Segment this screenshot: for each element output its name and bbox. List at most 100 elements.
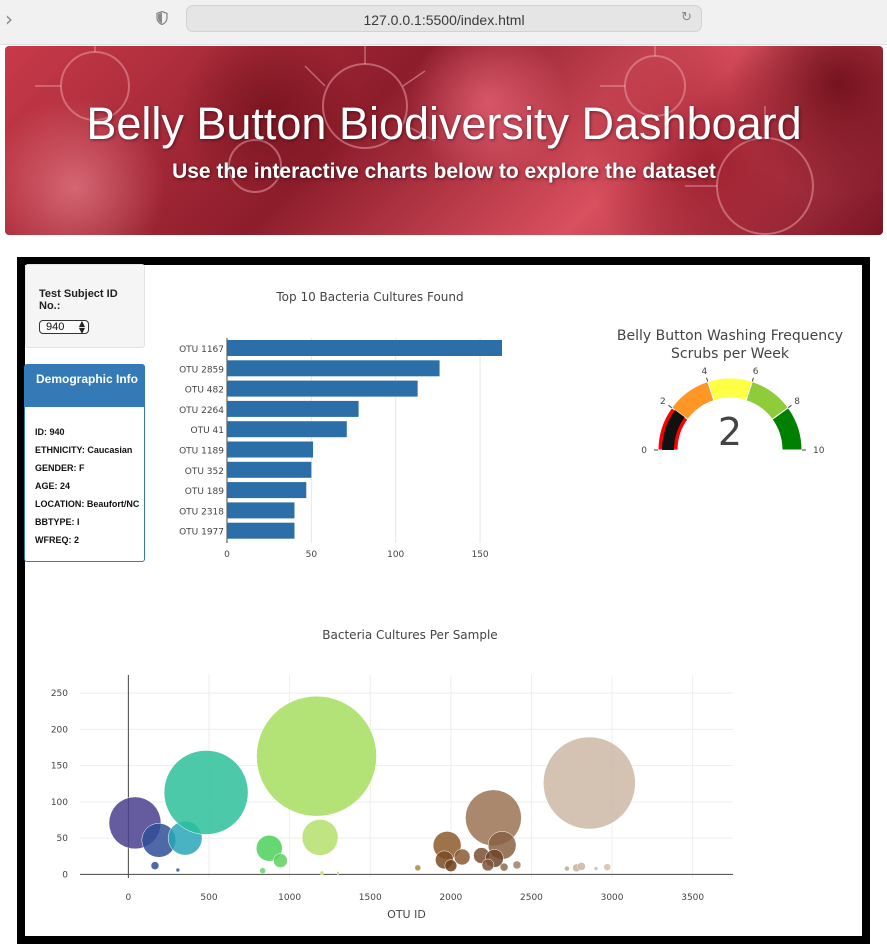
- bubble-x-tick-label: 500: [200, 893, 217, 903]
- reload-icon[interactable]: ↻: [681, 10, 692, 25]
- bubble-x-tick-label: 3000: [601, 893, 624, 903]
- bubble-point[interactable]: [273, 853, 288, 868]
- bar-category-label: OTU 1167: [179, 345, 224, 355]
- bar-category-label: OTU 2859: [179, 365, 224, 375]
- bubble-point[interactable]: [256, 835, 283, 862]
- gauge-tick-label: 10: [813, 446, 825, 456]
- bar-x-tick-label: 150: [471, 550, 488, 560]
- gauge-tick-label: 6: [753, 367, 759, 377]
- bubble-x-tick-label: 3500: [681, 893, 704, 903]
- bubble-point[interactable]: [564, 865, 570, 872]
- gauge-step-band: [771, 406, 803, 451]
- gauge-subtitle-line: Scrubs per Week: [671, 346, 789, 362]
- bar-category-label: OTU 2264: [179, 406, 224, 416]
- bubble-point[interactable]: [577, 862, 586, 871]
- bubble-x-tick-label: 2000: [439, 893, 462, 903]
- bubble-point[interactable]: [259, 867, 266, 874]
- bubble-chart-title: Bacteria Cultures Per Sample: [322, 628, 498, 642]
- demographic-info-line: BBTYPE: I: [35, 517, 80, 527]
- bar[interactable]: [227, 340, 502, 356]
- demographic-info-line: GENDER: F: [35, 463, 85, 473]
- gauge-tick-label: 4: [701, 367, 707, 377]
- bar-category-label: OTU 352: [185, 467, 224, 477]
- demographic-info-line: WFREQ: 2: [35, 535, 79, 545]
- bubble-point[interactable]: [593, 866, 599, 871]
- demographic-info-line: AGE: 24: [35, 481, 71, 491]
- bubble-point[interactable]: [150, 861, 160, 870]
- bubble-point[interactable]: [499, 862, 509, 872]
- gauge-tick-label: 2: [660, 397, 666, 407]
- demographic-panel-heading: Demographic Info: [25, 365, 144, 407]
- bubble-point[interactable]: [603, 863, 611, 871]
- gauge-tick-mark: [706, 377, 709, 382]
- bubble-y-tick-label: 250: [51, 689, 68, 699]
- bubble-point[interactable]: [481, 858, 495, 872]
- bar[interactable]: [227, 502, 295, 519]
- back-chevron-icon[interactable]: ›: [5, 7, 13, 31]
- bar-category-label: OTU 41: [191, 426, 224, 436]
- gauge-tick-mark: [668, 404, 673, 409]
- gauge-value-bar: [662, 410, 685, 450]
- bubble-point[interactable]: [414, 864, 422, 872]
- bar-category-label: OTU 1189: [179, 447, 224, 457]
- address-bar[interactable]: 127.0.0.1:5500/index.html ↻: [186, 5, 702, 32]
- top10-bar-chart: 0 50 100 150 OTU 1167 OTU 2859 OTU 482 OTU 2264…: [179, 338, 502, 560]
- subject-selector-label: Test Subject ID No.:: [39, 288, 118, 312]
- bubble-point[interactable]: [336, 871, 340, 875]
- bubble-point[interactable]: [175, 867, 181, 873]
- gauge-tick-mark: [787, 404, 792, 409]
- bar[interactable]: [227, 380, 418, 397]
- bar[interactable]: [227, 461, 312, 478]
- demographic-panel-body: ID: 940 ETHNICITY: Caucasian GENDER: F AGE:…: [25, 407, 144, 545]
- demographic-info-line: ID: 940: [35, 427, 65, 437]
- bubble-x-axis-label: OTU ID: [387, 908, 426, 921]
- bubble-point[interactable]: [163, 750, 249, 835]
- bubble-y-tick-label: 100: [51, 798, 68, 808]
- bar-x-tick-label: 100: [387, 550, 404, 560]
- privacy-shield-icon[interactable]: [156, 11, 168, 25]
- bubble-y-tick-label: 150: [51, 762, 68, 772]
- browser-toolbar: › 127.0.0.1:5500/index.html ↻: [0, 0, 887, 45]
- bar-category-label: OTU 189: [185, 487, 224, 497]
- gauge-tick-mark: [751, 377, 754, 382]
- bubble-chart: 0 500 1000 1500 2000 2500 3000 3500 0 50 100 150 200…: [51, 675, 733, 921]
- bubble-x-tick-label: 2500: [520, 893, 543, 903]
- bar[interactable]: [227, 421, 347, 438]
- bubble-point[interactable]: [512, 860, 522, 870]
- bubble-x-tick-label: 1500: [359, 893, 382, 903]
- bubble-point[interactable]: [319, 870, 325, 876]
- bubble-point[interactable]: [444, 859, 458, 872]
- bubble-y-tick-label: 50: [57, 834, 69, 844]
- bar-category-label: OTU 482: [185, 386, 224, 396]
- bubble-point[interactable]: [543, 736, 636, 830]
- bar-chart-title: Top 10 Bacteria Cultures Found: [276, 290, 464, 304]
- subject-id-selected-value: 940: [46, 321, 65, 333]
- gauge-title-line: Belly Button Washing Frequency: [616, 328, 844, 344]
- demographic-info-line: LOCATION: Beaufort/NC: [35, 499, 140, 509]
- subject-selector-well: Test Subject ID No.: 940 ▲ ▼: [25, 264, 145, 348]
- gauge-tick-label: 0: [641, 446, 647, 456]
- url-text: 127.0.0.1:5500/index.html: [363, 12, 525, 28]
- bar[interactable]: [227, 441, 314, 458]
- wash-frequency-gauge: 0 2 4 6 8 10 2: [641, 367, 825, 456]
- bar[interactable]: [227, 360, 440, 377]
- gauge-value-number: 2: [718, 410, 742, 454]
- virus-background-image: [35, 46, 814, 235]
- bubble-point[interactable]: [301, 819, 339, 856]
- bubble-x-tick-label: 1000: [278, 893, 301, 903]
- bubble-point[interactable]: [256, 695, 377, 817]
- bar[interactable]: [227, 522, 295, 539]
- subject-id-select[interactable]: 940 ▲ ▼: [39, 319, 89, 335]
- demographic-panel: Demographic Info ID: 940 ETHNICITY: Cauca…: [24, 364, 145, 562]
- bubble-point[interactable]: [453, 848, 471, 866]
- page-subtitle: Use the interactive charts below to expl…: [172, 160, 716, 183]
- bar-category-label: OTU 2318: [179, 507, 224, 517]
- bar-category-label: OTU 1977: [179, 528, 224, 538]
- header-banner: Belly Button Biodiversity Dashboard Use …: [5, 46, 883, 235]
- bubble-y-tick-label: 0: [62, 870, 68, 880]
- gauge-step-band: [707, 377, 753, 402]
- bar[interactable]: [227, 400, 359, 417]
- select-arrows-icon: ▲ ▼: [78, 319, 85, 335]
- demographic-info-line: ETHNICITY: Caucasian: [35, 445, 133, 455]
- bar[interactable]: [227, 482, 307, 499]
